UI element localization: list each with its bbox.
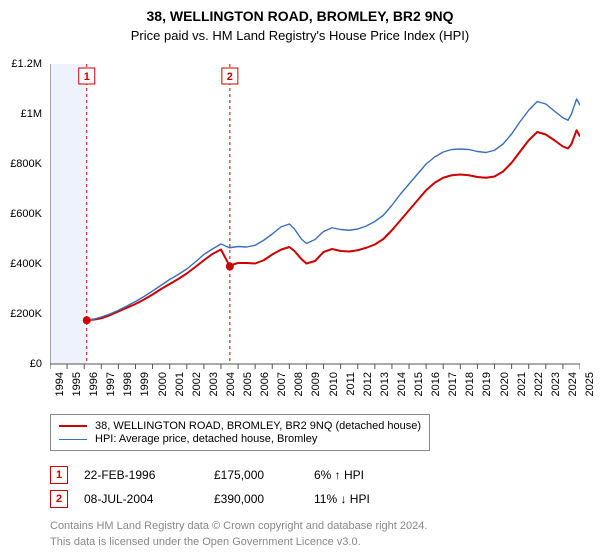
x-tick-label: 1999 [139, 372, 151, 396]
sale-price: £390,000 [214, 492, 314, 506]
x-tick-label: 2018 [464, 372, 476, 396]
chart-title-2: Price paid vs. HM Land Registry's House … [0, 28, 600, 43]
y-tick-label: £1.2M [0, 58, 42, 70]
x-tick-label: 2021 [516, 372, 528, 396]
sale-price: £175,000 [214, 468, 314, 482]
legend-label: HPI: Average price, detached house, Brom… [95, 433, 317, 445]
chart-title-1: 38, WELLINGTON ROAD, BROMLEY, BR2 9NQ [0, 8, 600, 24]
x-tick-label: 1996 [88, 372, 100, 396]
legend-row: HPI: Average price, detached house, Brom… [59, 433, 421, 445]
price-chart: 12 [50, 64, 580, 374]
y-tick-label: £1M [0, 108, 42, 120]
x-tick-label: 2025 [584, 372, 596, 396]
y-tick-label: £600K [0, 208, 42, 220]
x-tick-label: 1997 [105, 372, 117, 396]
x-tick-label: 2003 [208, 372, 220, 396]
legend-swatch [59, 439, 87, 440]
x-tick-label: 2016 [430, 372, 442, 396]
sale-row-2: 2 08-JUL-2004£390,00011% ↓ HPI [50, 490, 434, 508]
chart-legend: 38, WELLINGTON ROAD, BROMLEY, BR2 9NQ (d… [50, 414, 430, 451]
x-tick-label: 2020 [499, 372, 511, 396]
x-tick-label: 2017 [447, 372, 459, 396]
x-tick-label: 2024 [567, 372, 579, 396]
x-tick-label: 2000 [157, 372, 169, 396]
sale-hpi-delta: 6% ↑ HPI [314, 468, 434, 482]
svg-text:2: 2 [227, 71, 233, 83]
x-tick-label: 2010 [328, 372, 340, 396]
x-tick-label: 2002 [191, 372, 203, 396]
legend-label: 38, WELLINGTON ROAD, BROMLEY, BR2 9NQ (d… [95, 420, 421, 432]
x-tick-label: 2012 [362, 372, 374, 396]
sale-marker-icon: 1 [50, 466, 68, 484]
x-tick-label: 2014 [396, 372, 408, 396]
y-tick-label: £800K [0, 158, 42, 170]
x-tick-label: 2015 [413, 372, 425, 396]
x-tick-label: 2013 [379, 372, 391, 396]
x-tick-label: 1995 [71, 372, 83, 396]
x-tick-label: 2009 [310, 372, 322, 396]
x-tick-label: 2019 [481, 372, 493, 396]
x-tick-label: 2006 [259, 372, 271, 396]
svg-text:1: 1 [84, 71, 90, 83]
x-axis-labels: 1994 1995 1996 1997 1998 1999 2000 2001 2002 2003… [50, 372, 580, 412]
x-tick-label: 2008 [293, 372, 305, 396]
sale-date: 08-JUL-2004 [84, 492, 214, 506]
x-tick-label: 2023 [550, 372, 562, 396]
sale-marker-icon: 2 [50, 490, 68, 508]
legend-row: 38, WELLINGTON ROAD, BROMLEY, BR2 9NQ (d… [59, 420, 421, 432]
sale-hpi-delta: 11% ↓ HPI [314, 492, 434, 506]
x-tick-label: 1994 [54, 372, 66, 396]
y-tick-label: £400K [0, 258, 42, 270]
sale-date: 22-FEB-1996 [84, 468, 214, 482]
footer-line-2: This data is licensed under the Open Gov… [50, 536, 361, 548]
legend-swatch [59, 425, 87, 427]
x-tick-label: 2001 [174, 372, 186, 396]
x-tick-label: 2011 [345, 372, 357, 396]
x-tick-label: 2022 [533, 372, 545, 396]
x-tick-label: 2005 [242, 372, 254, 396]
chart-container: 38, WELLINGTON ROAD, BROMLEY, BR2 9NQ Pr… [0, 0, 600, 560]
y-tick-label: £200K [0, 308, 42, 320]
footer-line-1: Contains HM Land Registry data © Crown c… [50, 520, 427, 532]
x-tick-label: 2004 [225, 372, 237, 396]
x-tick-label: 1998 [122, 372, 134, 396]
y-tick-label: £0 [0, 358, 42, 370]
sale-row-1: 1 22-FEB-1996£175,0006% ↑ HPI [50, 466, 434, 484]
x-tick-label: 2007 [276, 372, 288, 396]
y-axis-labels: £0£200K£400K£600K£800K£1M£1.2M [0, 64, 42, 364]
